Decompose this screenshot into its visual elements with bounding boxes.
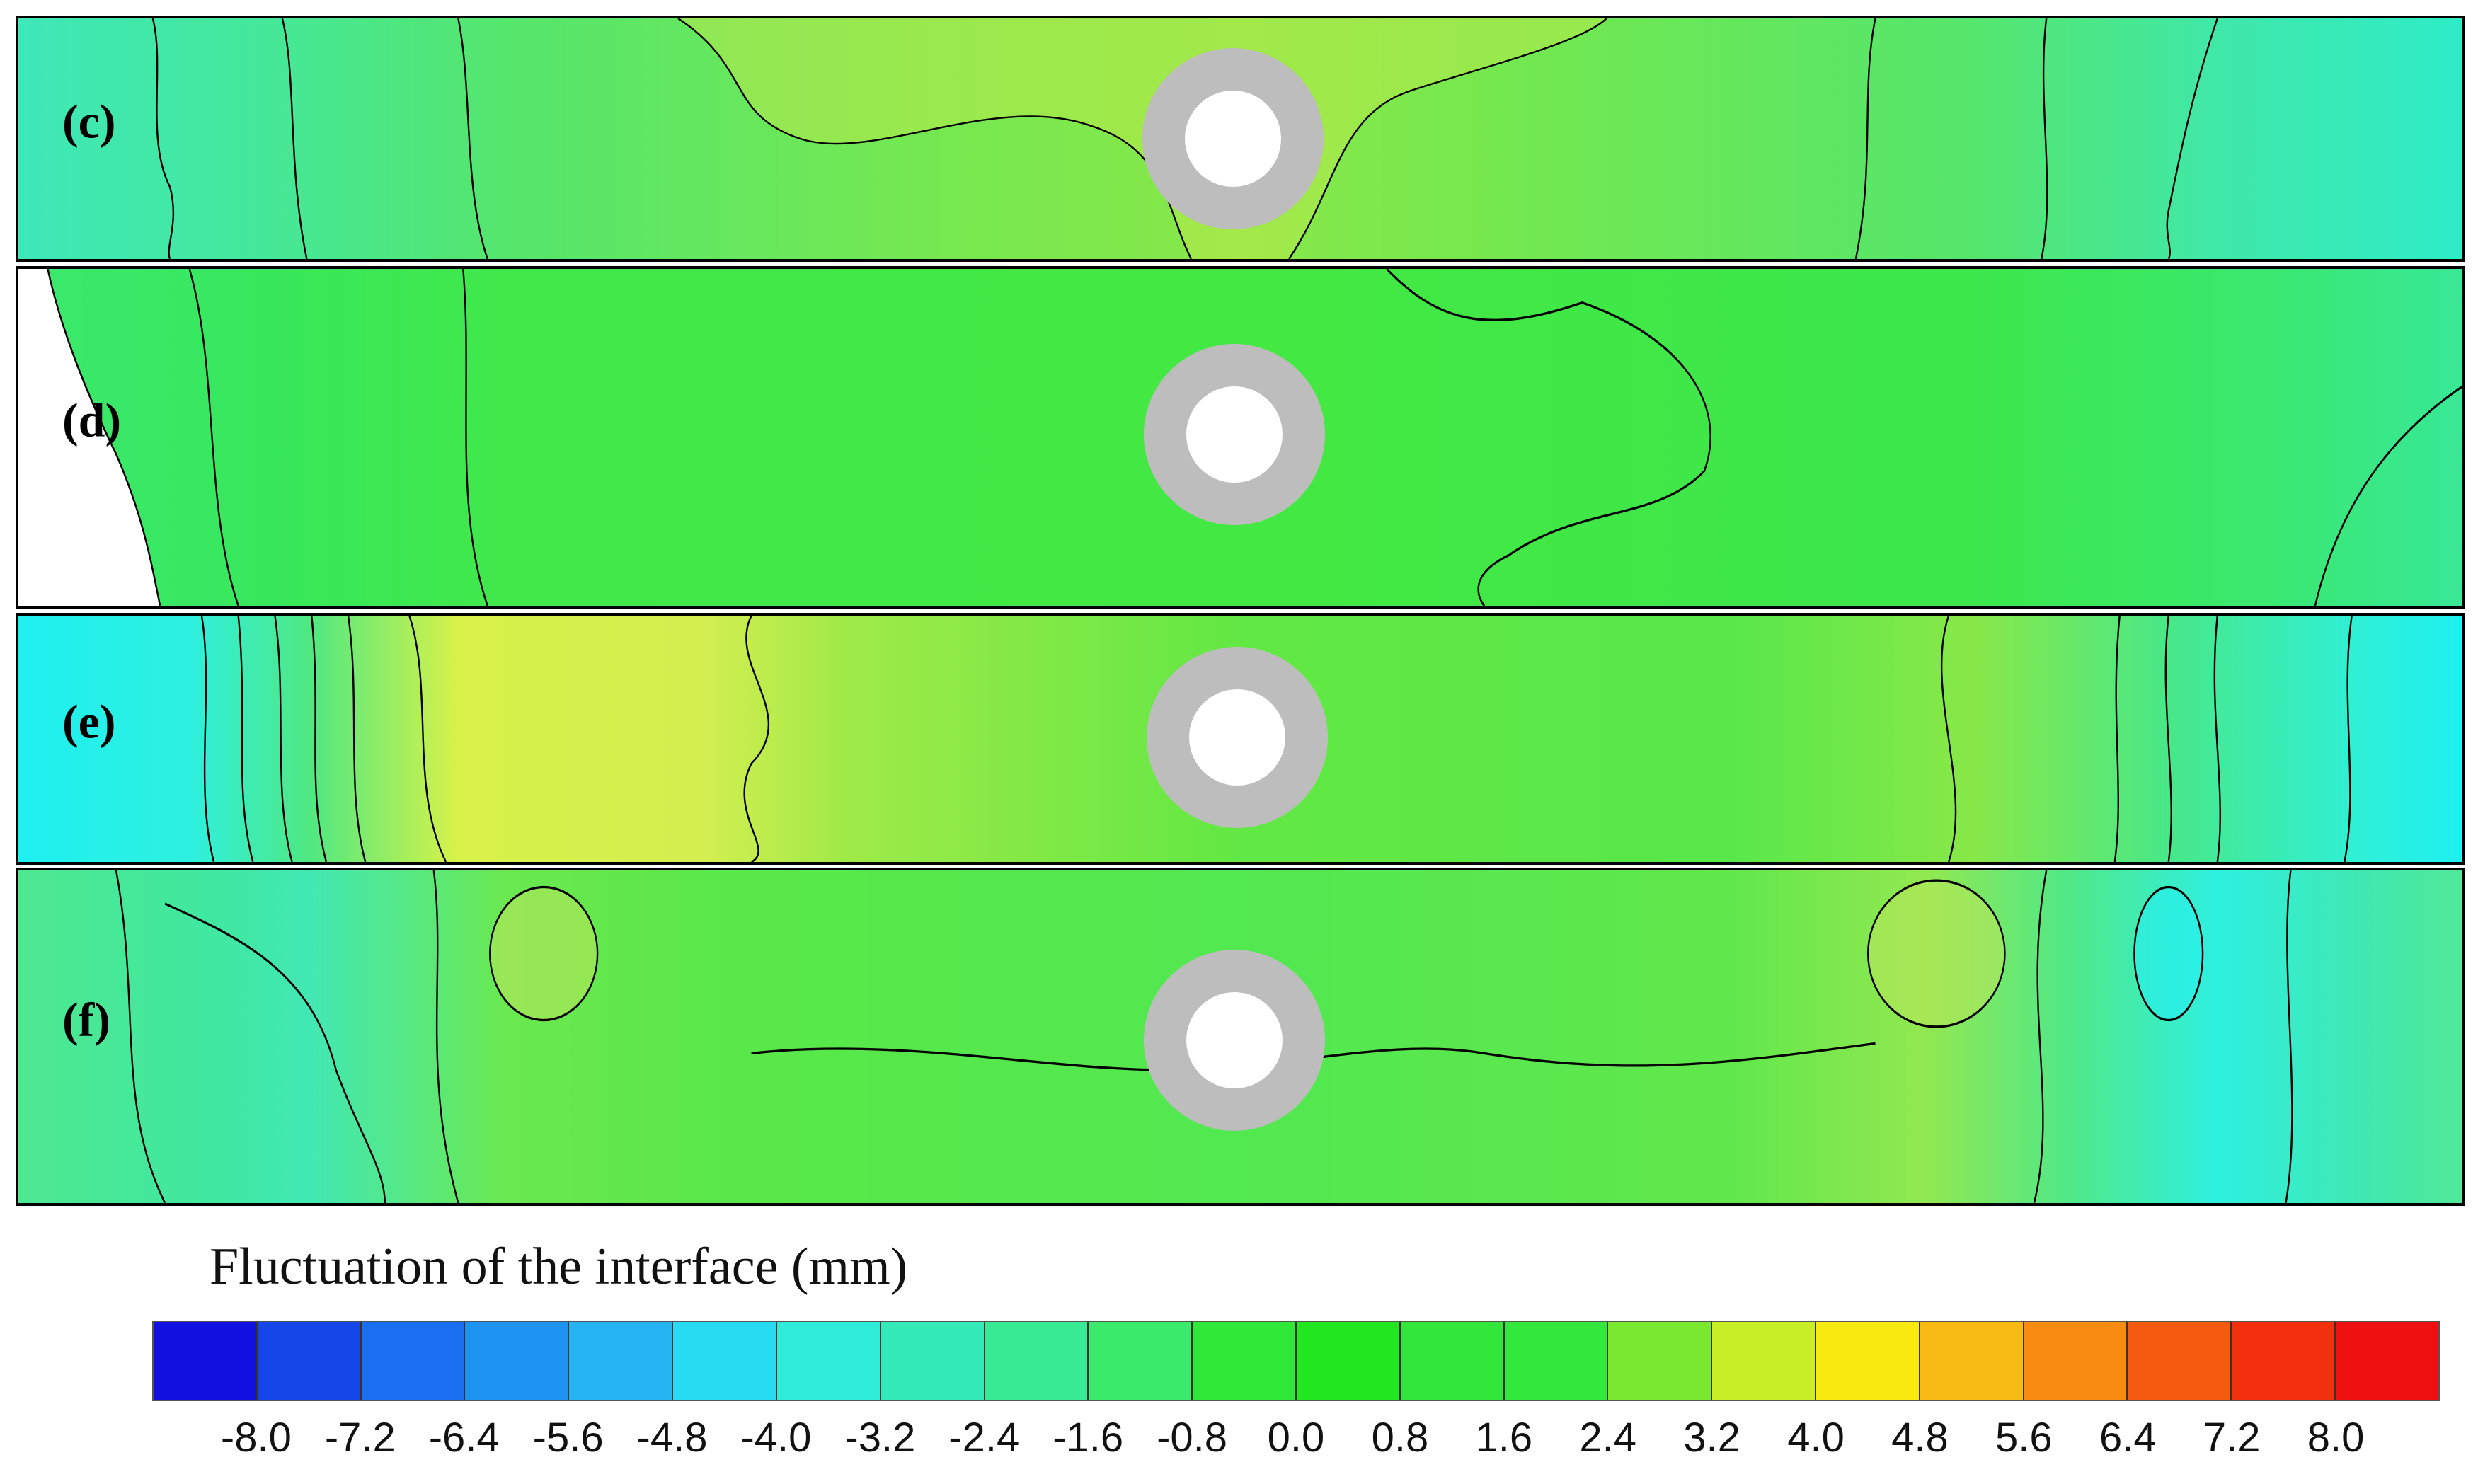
colorbar-tick-label: 8.0 (2307, 1415, 2365, 1461)
contour-panel-f: (f) (16, 868, 2465, 1206)
colorbar-segment (1089, 1322, 1193, 1400)
colorbar-tick-label: 0.0 (1267, 1415, 1325, 1461)
colorbar-tick-label: -6.4 (428, 1415, 500, 1461)
contour-panel-d: (d) (16, 266, 2465, 609)
colorbar-segment (776, 1322, 881, 1400)
colorbar-ticks: -8.0 -7.2 -6.4 -5.6 -4.8 -4.0 -3.2 -2.4 -1.6 -0.8… (152, 1414, 2440, 1471)
colorbar-segment (673, 1322, 777, 1400)
panel-label-e: (e) (62, 694, 116, 749)
colorbar-tick-label: -8.0 (220, 1415, 292, 1461)
colorbar-segment (569, 1322, 674, 1400)
colorbar-tick-label: 7.2 (2203, 1415, 2261, 1461)
pipe-bore-c (1185, 91, 1281, 187)
colorbar-segment (257, 1322, 362, 1400)
pipe-bore-d (1186, 386, 1283, 483)
pipe-bore-f (1186, 992, 1283, 1088)
colorbar-tick-label: 4.8 (1891, 1415, 1949, 1461)
colorbar-segment (2024, 1322, 2128, 1400)
panel-label-d: (d) (62, 393, 122, 447)
pipe-cross-section-e (1147, 647, 1328, 828)
colorbar-tick-label: 6.4 (2099, 1415, 2157, 1461)
colorbar-segment (1504, 1322, 1609, 1400)
panel-label-f: (f) (62, 992, 110, 1047)
colorbar-tick-label: 0.8 (1371, 1415, 1429, 1461)
colorbar-segment (2232, 1322, 2336, 1400)
colorbar-tick-label: -5.6 (532, 1415, 604, 1461)
pipe-cross-section-c (1142, 48, 1324, 229)
colorbar-segment (1296, 1322, 1401, 1400)
colorbar-segment (1608, 1322, 1713, 1400)
pipe-cross-section-f (1144, 950, 1325, 1131)
colorbar-segment (361, 1322, 466, 1400)
colorbar-tick-label: 3.2 (1683, 1415, 1740, 1461)
colorbar (152, 1321, 2440, 1401)
colorbar-segment (465, 1322, 570, 1400)
legend-title: Fluctuation of the interface (mm) (210, 1238, 908, 1296)
colorbar-tick-label: -0.8 (1157, 1415, 1228, 1461)
colorbar-segment (154, 1322, 258, 1400)
colorbar-segment (985, 1322, 1089, 1400)
colorbar-tick-label: -1.6 (1052, 1415, 1124, 1461)
colorbar-segment (1712, 1322, 1816, 1400)
colorbar-segment (1400, 1322, 1505, 1400)
pipe-bore-e (1189, 689, 1285, 786)
colorbar-tick-label: 2.4 (1579, 1415, 1637, 1461)
colorbar-tick-label: 4.0 (1787, 1415, 1845, 1461)
pipe-cross-section-d (1144, 344, 1325, 525)
panel-label-c: (c) (62, 94, 116, 149)
colorbar-tick-label: -4.8 (636, 1415, 708, 1461)
colorbar-tick-label: 1.6 (1475, 1415, 1533, 1461)
colorbar-segment (2128, 1322, 2232, 1400)
colorbar-tick-label: -2.4 (948, 1415, 1020, 1461)
colorbar-tick-label: -4.0 (740, 1415, 812, 1461)
colorbar-segment (1193, 1322, 1297, 1400)
colorbar-tick-label: -7.2 (324, 1415, 396, 1461)
colorbar-tick-label: -3.2 (844, 1415, 916, 1461)
colorbar-segment (881, 1322, 985, 1400)
contour-panel-c: (c) (16, 16, 2465, 262)
contour-panel-e: (e) (16, 613, 2465, 865)
colorbar-tick-label: 5.6 (1995, 1415, 2053, 1461)
colorbar-segment (1816, 1322, 1920, 1400)
colorbar-segment (1920, 1322, 2024, 1400)
colorbar-segment (2336, 1322, 2438, 1400)
